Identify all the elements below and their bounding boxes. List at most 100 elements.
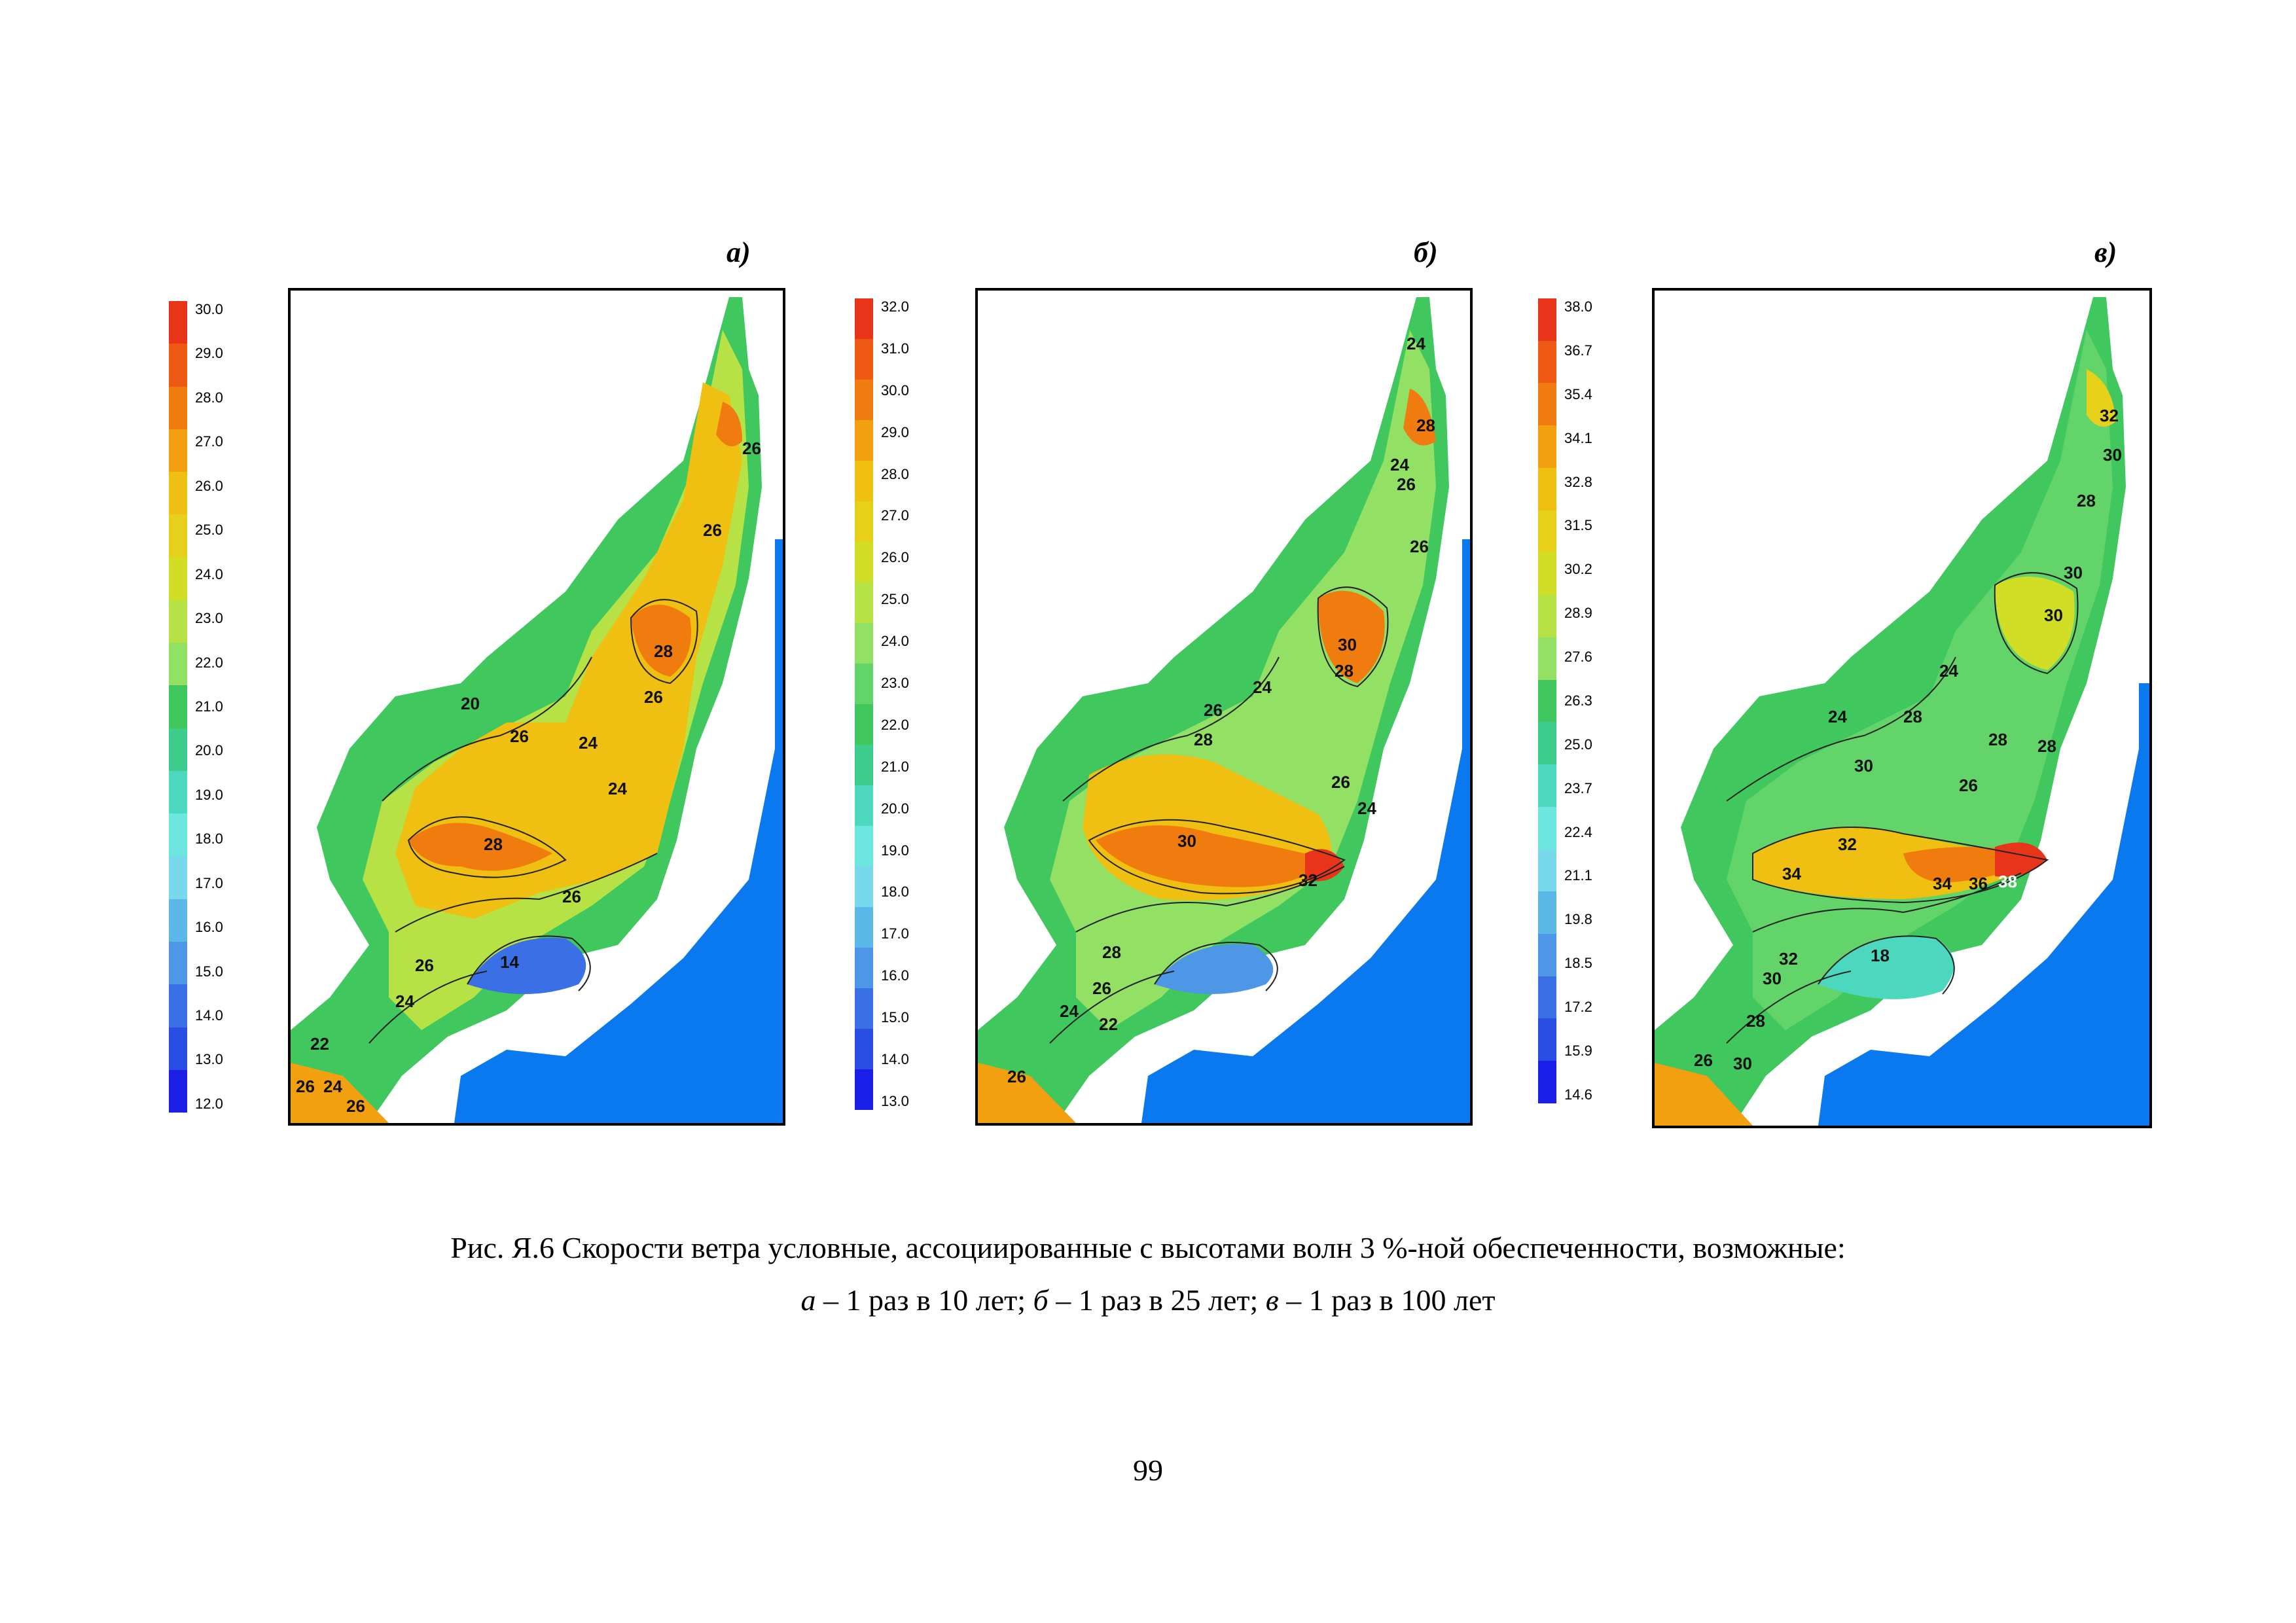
legend-c-tick: 22.4: [1564, 823, 1592, 840]
legend-swatch: [855, 339, 873, 380]
legend-swatch: [1538, 1018, 1556, 1061]
contour-label: 30: [1338, 635, 1357, 654]
legend-b-tick: 26.0: [881, 549, 909, 566]
legend-a-tick: 28.0: [195, 389, 223, 406]
legend-c-tick: 17.2: [1564, 999, 1592, 1015]
contour-label: 26: [644, 687, 663, 707]
field-peak-2: [631, 605, 691, 677]
legend-swatch: [1538, 806, 1556, 849]
page-number: 99: [1133, 1454, 1163, 1487]
legend-swatch: [1538, 595, 1556, 637]
contour-label: 26: [1410, 537, 1429, 556]
contour-label: 26: [346, 1096, 365, 1116]
contour-label: 24: [1357, 798, 1376, 818]
contour-label: 24: [608, 779, 627, 798]
legend-swatch: [1538, 467, 1556, 510]
contour-label: 32: [1838, 834, 1857, 854]
legend-swatch: [169, 770, 187, 814]
legend-c-tick: 36.7: [1564, 342, 1592, 359]
legend-c: 38.0 36.7 35.4 34.1 32.8 31.5 30.2 28.9 …: [1538, 298, 1643, 1103]
contour-label: 24: [1828, 707, 1847, 726]
contour-label: 24: [579, 733, 598, 753]
caption-b-text: – 1 раз в 25 лет;: [1048, 1283, 1266, 1317]
legend-a-tick: 21.0: [195, 698, 223, 715]
field-peak-3: [1403, 389, 1436, 446]
contour-label: 24: [1390, 455, 1409, 474]
legend-swatch: [1538, 425, 1556, 468]
legend-swatch: [855, 785, 873, 826]
map-c-svg: 32 30 28 30 30 24 24 28 28 28 30 26 32 3…: [1655, 291, 2149, 1126]
contour-label: 26: [1959, 776, 1978, 795]
legend-swatch: [1538, 340, 1556, 383]
legend-b-labels: 32.0 31.0 30.0 29.0 28.0 27.0 26.0 25.0 …: [881, 298, 909, 1110]
legend-swatch: [855, 948, 873, 988]
contour-label: 28: [1335, 661, 1354, 681]
legend-a-tick: 30.0: [195, 301, 223, 317]
contour-label: 32: [1779, 949, 1798, 969]
panel-a-label: а): [726, 236, 751, 268]
contour-label: 24: [395, 991, 414, 1011]
contour-label: 32: [2100, 406, 2119, 425]
legend-a-tick: 25.0: [195, 522, 223, 539]
field-low: [1818, 936, 1954, 999]
legend-b-tick: 17.0: [881, 925, 909, 942]
legend-c-tick: 25.0: [1564, 736, 1592, 753]
legend-swatch: [855, 988, 873, 1029]
legend-a-tick: 17.0: [195, 874, 223, 891]
legend-a-tick: 26.0: [195, 477, 223, 494]
contour-label: 28: [1102, 942, 1121, 962]
legend-a-tick: 12.0: [195, 1095, 223, 1112]
field-peak-2: [1318, 590, 1385, 683]
contour-label: 28: [484, 834, 503, 854]
contour-label: 30: [2044, 605, 2063, 625]
legend-swatch: [169, 429, 187, 473]
field-peak-red: [1305, 849, 1344, 882]
legend-swatch: [169, 557, 187, 600]
contour-label: 26: [1694, 1050, 1713, 1070]
figure-caption-line1: Рис. Я.6 Скорости ветра условные, ассоци…: [450, 1231, 1846, 1264]
contour-label: 24: [1060, 1001, 1079, 1021]
legend-a-tick: 19.0: [195, 786, 223, 803]
legend-c-tick: 23.7: [1564, 779, 1592, 796]
legend-c-tick: 30.2: [1564, 561, 1592, 578]
legend-c-tick: 18.5: [1564, 955, 1592, 972]
field-high: [395, 382, 742, 919]
legend-swatch: [1538, 510, 1556, 553]
legend-a-tick: 23.0: [195, 610, 223, 627]
legend-b-tick: 32.0: [881, 298, 909, 315]
contour-label: 28: [1903, 707, 1922, 726]
legend-swatch: [169, 301, 187, 344]
contour-label: 38: [1998, 872, 2017, 891]
legend-b-tick: 23.0: [881, 675, 909, 692]
contour-label: 26: [1204, 700, 1223, 720]
legend-swatch: [855, 866, 873, 907]
legend-swatch: [855, 623, 873, 664]
field-peak-1: [1096, 825, 1331, 887]
legend-swatch: [1538, 1061, 1556, 1103]
map-b: 24 28 24 26 26 30 28 24 26 28 26 24 30 3…: [975, 288, 1473, 1126]
legend-b-tick: 20.0: [881, 800, 909, 817]
legend-swatch: [169, 984, 187, 1027]
legend-b-tick: 14.0: [881, 1051, 909, 1068]
contour-label: 28: [1194, 730, 1213, 749]
legend-b-tick: 27.0: [881, 507, 909, 524]
contour-label: 28: [1416, 416, 1435, 435]
contour-label: 28: [1746, 1011, 1765, 1031]
contour-label: 18: [1871, 946, 1890, 965]
legend-b-tick: 25.0: [881, 591, 909, 608]
field-peak-3: [2087, 369, 2116, 427]
legend-swatch: [855, 664, 873, 704]
sea-area: [454, 539, 783, 1123]
contour-label: 26: [1397, 474, 1416, 494]
legend-swatch: [1538, 722, 1556, 765]
legend-swatch: [169, 472, 187, 515]
contour-label: 36: [1969, 874, 1988, 893]
contour-label: 32: [1299, 870, 1318, 890]
legend-b-tick: 13.0: [881, 1092, 909, 1109]
legend-swatch: [855, 704, 873, 745]
legend-swatch: [169, 899, 187, 942]
contour-label: 26: [562, 887, 581, 906]
caption-c: в: [1265, 1283, 1279, 1317]
legend-swatch: [855, 542, 873, 582]
contour-label: 24: [1939, 661, 1958, 681]
